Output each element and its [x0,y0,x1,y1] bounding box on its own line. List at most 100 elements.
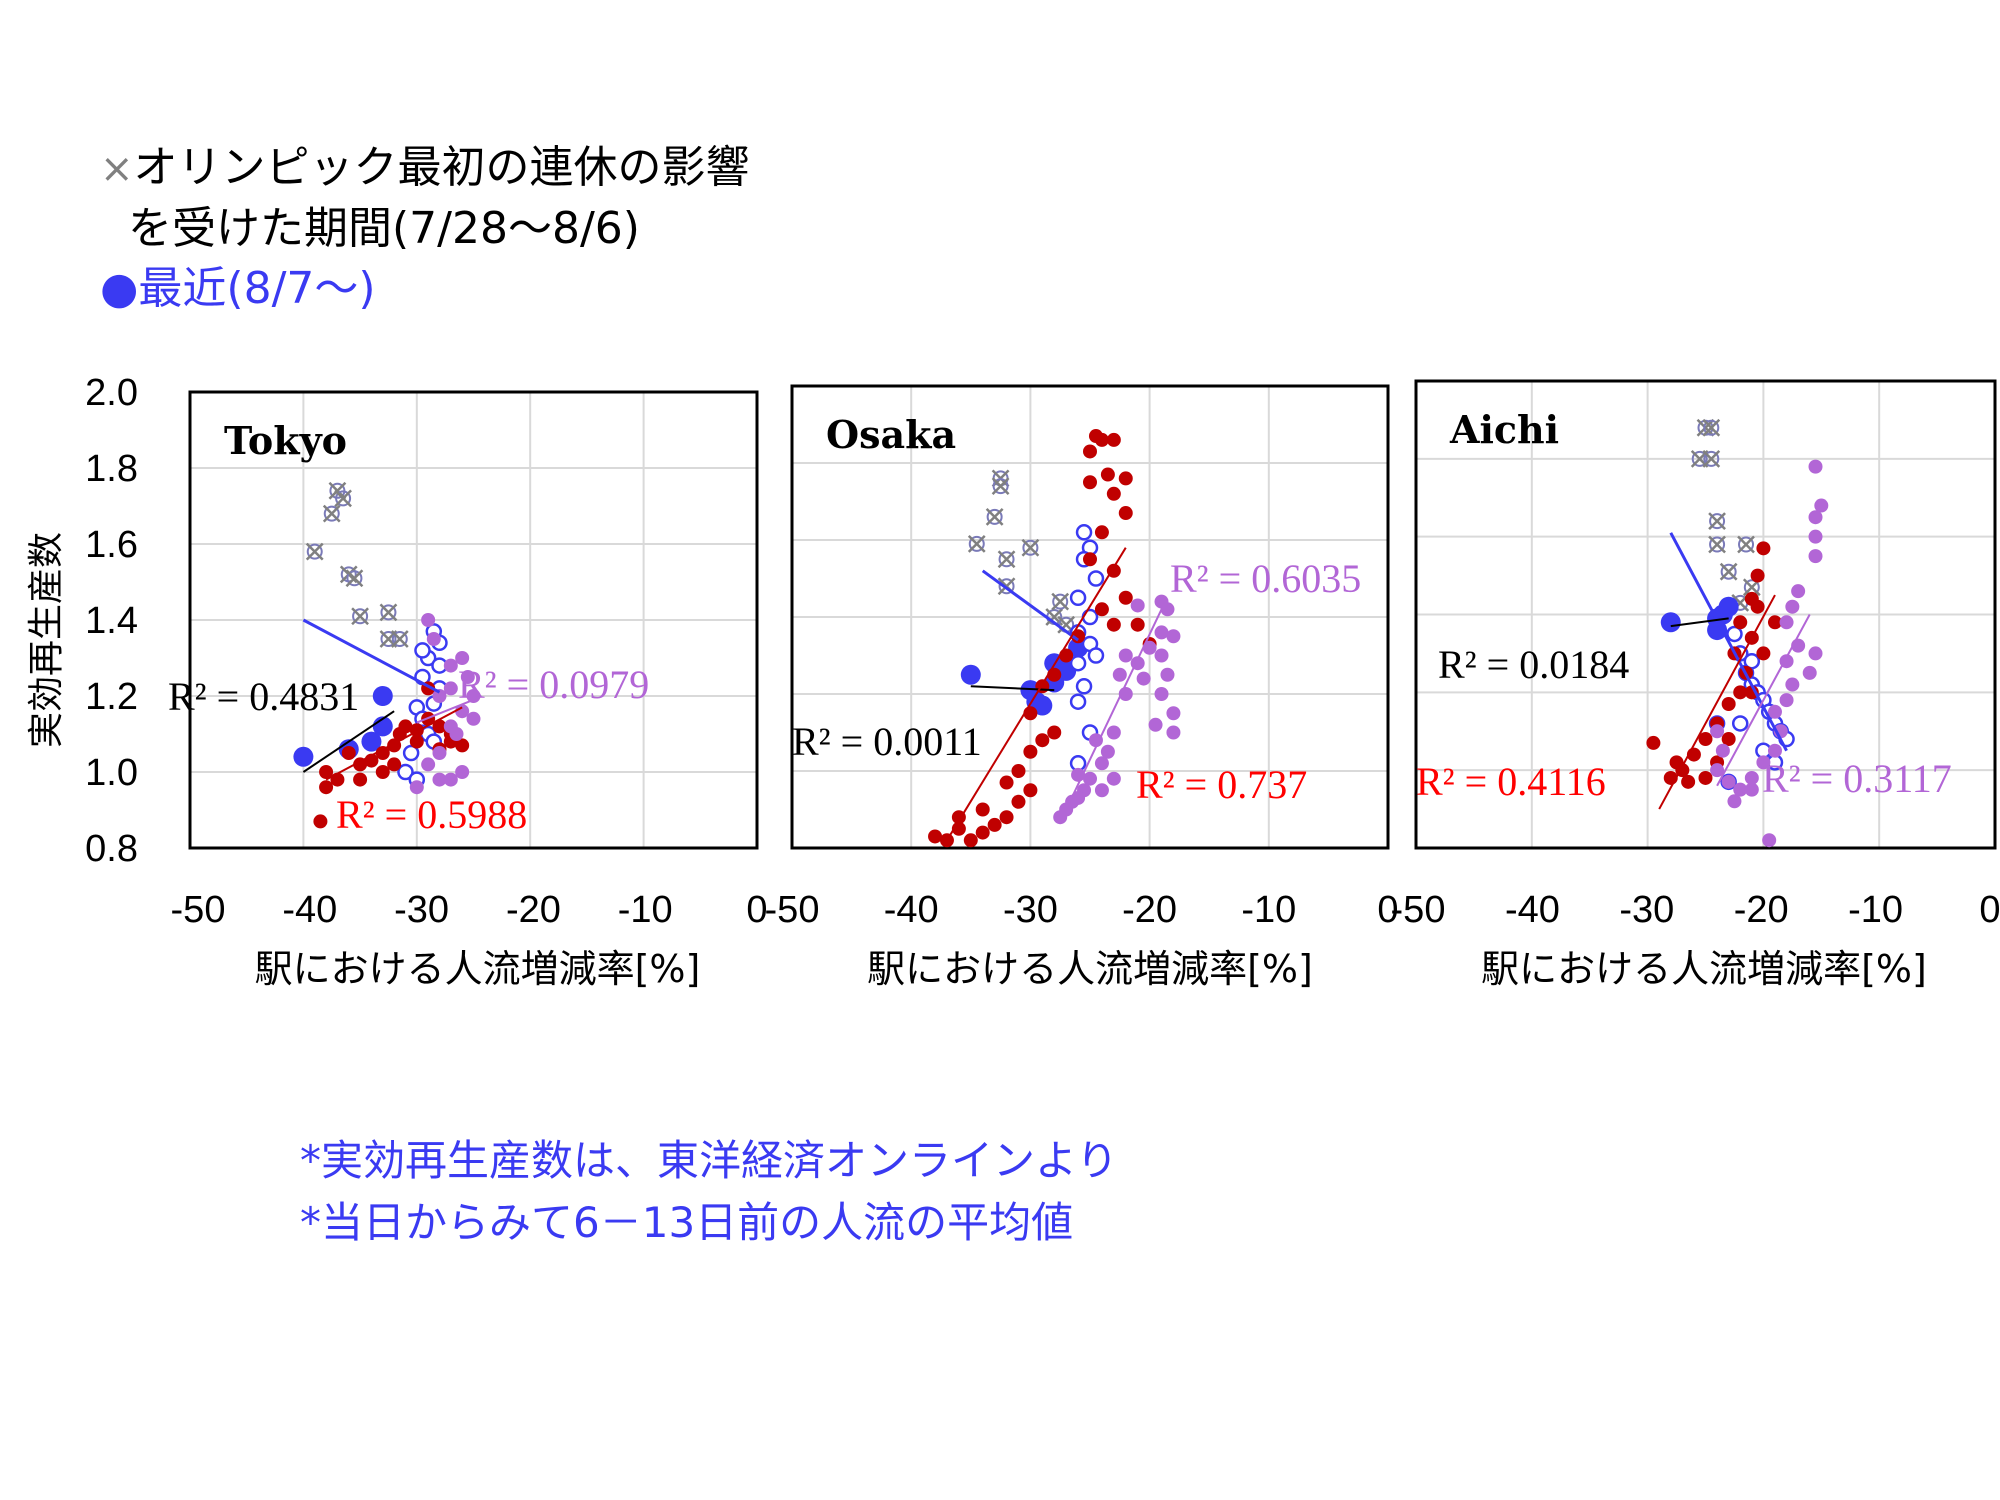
trendline-black [302,710,395,773]
open-point [1075,678,1093,695]
red-point [455,738,470,753]
purple-point [432,746,447,760]
red-point [1698,732,1713,747]
olympic-point [1021,538,1040,557]
series-purple [1053,594,1181,825]
red-point [1106,617,1121,632]
purple-point [1106,725,1121,740]
legend-olympic-row: ×オリンピック最初の連休の影響 [100,138,750,199]
y-tick-label: 1.0 [85,752,138,794]
purple-point [1160,667,1175,682]
red-point [1035,733,1050,748]
purple-point [466,711,481,726]
purple-point [1710,724,1725,739]
purple-point [1166,629,1181,644]
red-point [999,775,1014,790]
red-point [1023,783,1038,798]
red-point [1059,648,1074,663]
legend-recent-row: ●最近(8/7〜) [100,259,750,319]
purple-point [409,780,424,795]
purple-point [1808,529,1823,544]
purple-point [1721,774,1736,789]
open-point [414,642,431,659]
x-tick-label: -40 [1505,889,1560,931]
x-tick-label: -30 [1619,889,1674,931]
olympic-point [334,489,352,508]
open-point [1087,647,1105,664]
olympic-point [1708,512,1726,530]
purple-point [1802,665,1817,680]
purple-point [1767,743,1782,758]
recent-point [1718,596,1739,617]
red-point [1094,602,1109,617]
olympic-point [1702,449,1721,468]
purple-point [1779,615,1794,630]
red-point [353,757,368,772]
olympic-point [1702,418,1721,437]
trendline-blue [302,618,441,694]
red-point [1721,697,1736,712]
footnote-1: *実効再生産数は、東洋経済オンラインより [300,1136,1119,1185]
purple-point [1106,771,1121,786]
purple-point [1166,725,1181,740]
purple-point [1744,782,1759,797]
red-point [1094,525,1109,540]
purple-point [1715,743,1730,758]
red-point [319,780,334,795]
red-point [319,765,334,779]
purple-point [421,613,436,627]
open-point [1081,608,1099,626]
series-gray-x [305,481,409,648]
olympic-point [1708,535,1726,554]
x-tick-label: 0 [1377,889,1398,931]
y-axis-label-group: 実効再生産数 [26,532,67,748]
purple-point [1130,598,1145,613]
purple-point [1154,625,1169,640]
legend-olympic-row2: を受けた期間(7/28〜8/6) [100,199,750,259]
olympic-point [967,534,986,553]
purple-point [1154,648,1169,663]
purple-point [1762,833,1777,848]
purple-point [432,772,447,787]
purple-point [449,727,464,741]
olympic-point [322,504,341,523]
purple-point [1791,584,1806,599]
panel-title: Tokyo [224,418,347,463]
red-point [1106,486,1121,501]
x-tick-label: 0 [746,889,767,931]
series-purple [409,613,481,795]
olympic-x-icon: × [100,146,134,192]
y-tick-label: 2.0 [85,372,138,414]
x-tick-label: -30 [394,889,449,931]
olympic-point [345,569,364,588]
purple-point [1112,667,1127,682]
red-point [1011,794,1026,809]
open-point [1075,524,1093,541]
red-point [1083,444,1097,459]
red-point [375,765,390,779]
legend-recent-label: 最近(8/7〜) [138,263,376,314]
trendline-purple [1716,614,1811,787]
olympic-point [1051,592,1070,611]
red-point [1733,685,1748,700]
r2-annotation: R² = 0.5988 [336,792,527,837]
olympic-point [985,508,1004,526]
footnote-2: *当日からみて6－13日前の人流の平均値 [300,1198,1074,1247]
open-point [1726,625,1743,643]
red-point [1698,770,1713,785]
olympic-point [991,477,1010,495]
red-point [1118,471,1133,486]
red-point [1047,725,1062,740]
purple-point [1733,782,1748,797]
series-purple [1710,459,1829,848]
red-point [975,802,990,817]
x-tick-label: -20 [506,889,561,931]
purple-point [1166,706,1181,721]
panel-aichi: Aichi R² = 0.0184 R² = 0.4116 R² = 0.3117 -5… [1391,379,2000,991]
recent-point [1707,620,1728,641]
x-tick-label: 0 [1979,889,2000,931]
footnotes: *実効再生産数は、東洋経済オンラインより *当日からみて6－13日前の人流の平均… [300,1130,1118,1254]
red-point [1011,764,1026,778]
x-tick-label: -10 [618,889,673,931]
